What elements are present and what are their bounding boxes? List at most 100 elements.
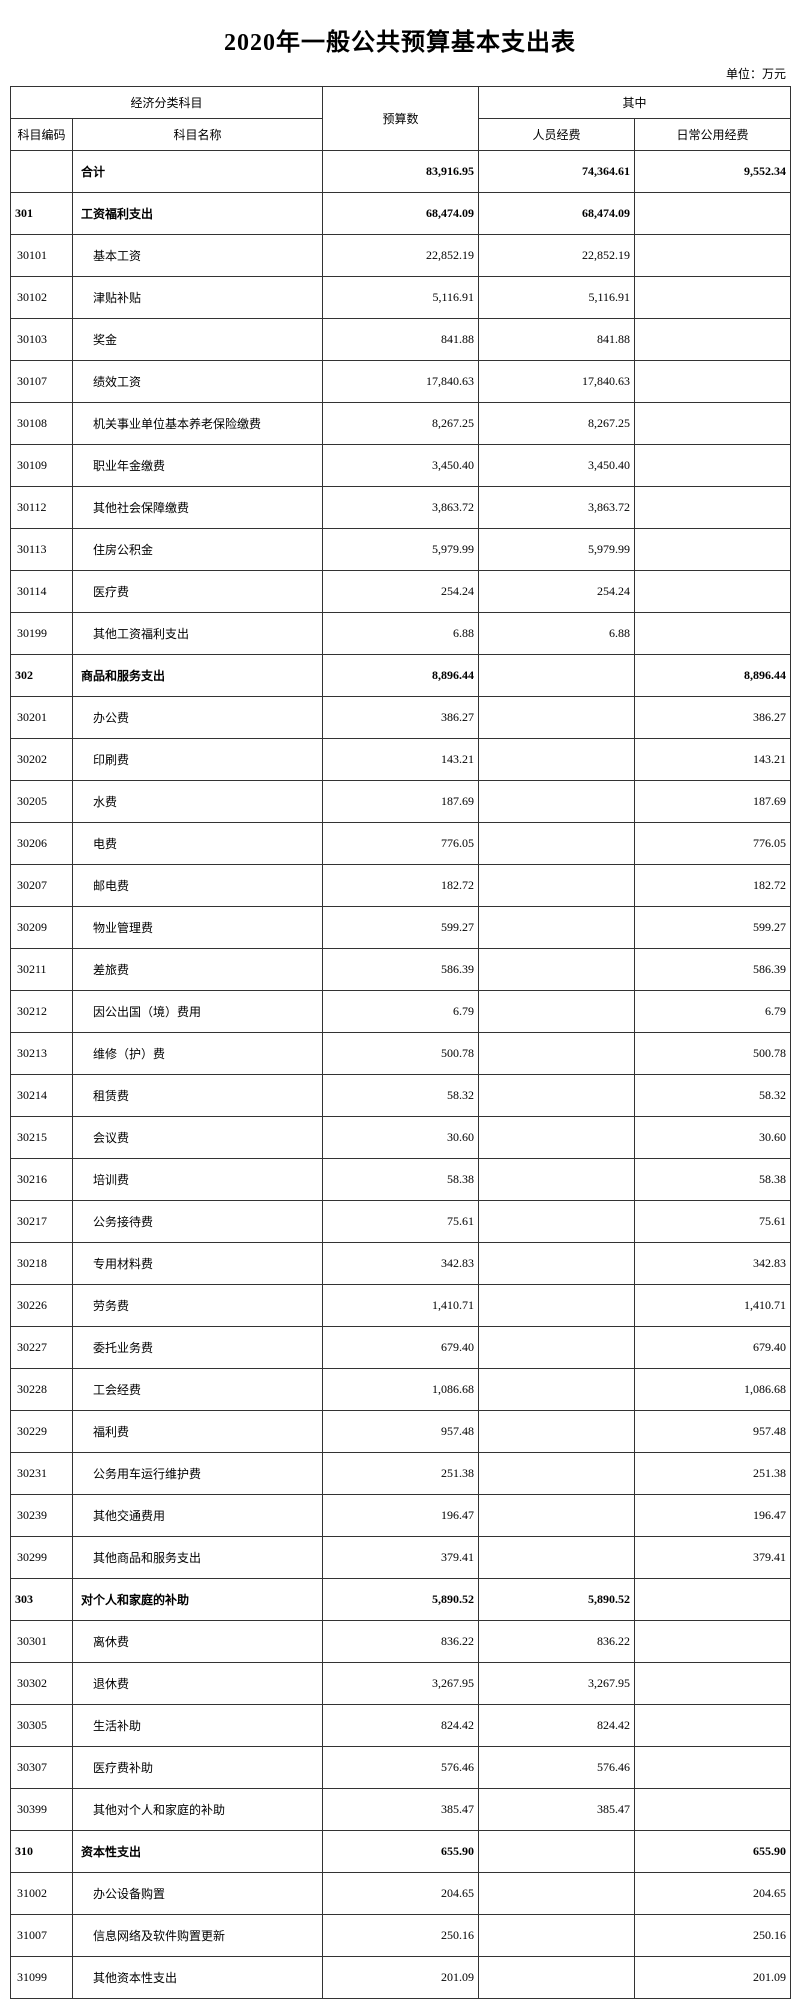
row-name: 维修（护）费 [73,1033,323,1075]
row-daily: 8,896.44 [635,655,791,697]
row-daily: 679.40 [635,1327,791,1369]
row-personnel [479,1831,635,1873]
row-personnel [479,823,635,865]
row-budget: 75.61 [323,1201,479,1243]
row-personnel [479,949,635,991]
row-code: 30108 [11,403,73,445]
row-daily: 386.27 [635,697,791,739]
row-code: 303 [11,1579,73,1621]
row-budget: 5,116.91 [323,277,479,319]
row-budget: 143.21 [323,739,479,781]
row-name: 其他对个人和家庭的补助 [73,1789,323,1831]
row-personnel [479,1957,635,1999]
row-budget: 500.78 [323,1033,479,1075]
row-name: 因公出国（境）费用 [73,991,323,1033]
row-code: 30305 [11,1705,73,1747]
row-name: 委托业务费 [73,1327,323,1369]
row-name: 其他社会保障缴费 [73,487,323,529]
table-row: 30109职业年金缴费3,450.403,450.40 [11,445,791,487]
row-code: 30202 [11,739,73,781]
row-budget: 599.27 [323,907,479,949]
row-budget: 17,840.63 [323,361,479,403]
row-code: 30209 [11,907,73,949]
row-daily: 6.79 [635,991,791,1033]
row-daily [635,319,791,361]
row-personnel: 17,840.63 [479,361,635,403]
row-code: 31007 [11,1915,73,1957]
row-budget: 679.40 [323,1327,479,1369]
table-row: 30229福利费957.48957.48 [11,1411,791,1453]
row-name: 公务接待费 [73,1201,323,1243]
row-daily [635,445,791,487]
row-name: 差旅费 [73,949,323,991]
row-personnel [479,1285,635,1327]
row-code: 30112 [11,487,73,529]
row-daily [635,193,791,235]
row-code: 30228 [11,1369,73,1411]
row-name: 物业管理费 [73,907,323,949]
row-daily: 957.48 [635,1411,791,1453]
row-personnel: 5,979.99 [479,529,635,571]
row-budget: 254.24 [323,571,479,613]
row-name: 电费 [73,823,323,865]
row-code: 30206 [11,823,73,865]
row-budget: 187.69 [323,781,479,823]
row-code: 30307 [11,1747,73,1789]
row-budget: 8,896.44 [323,655,479,697]
row-name: 租赁费 [73,1075,323,1117]
row-budget: 196.47 [323,1495,479,1537]
row-budget: 3,267.95 [323,1663,479,1705]
row-personnel: 385.47 [479,1789,635,1831]
row-name: 生活补助 [73,1705,323,1747]
table-row: 30214租赁费58.3258.32 [11,1075,791,1117]
row-budget: 957.48 [323,1411,479,1453]
table-row: 30101基本工资22,852.1922,852.19 [11,235,791,277]
row-personnel [479,1327,635,1369]
table-row: 31007信息网络及软件购置更新250.16250.16 [11,1915,791,1957]
row-daily [635,529,791,571]
table-row: 30218专用材料费342.83342.83 [11,1243,791,1285]
row-personnel: 8,267.25 [479,403,635,445]
row-daily [635,1579,791,1621]
row-personnel: 5,890.52 [479,1579,635,1621]
row-personnel [479,739,635,781]
row-personnel: 841.88 [479,319,635,361]
row-code: 30218 [11,1243,73,1285]
header-budget: 预算数 [323,87,479,151]
total-name: 合计 [73,151,323,193]
row-budget: 30.60 [323,1117,479,1159]
row-daily: 204.65 [635,1873,791,1915]
table-row: 30227委托业务费679.40679.40 [11,1327,791,1369]
row-daily: 1,086.68 [635,1369,791,1411]
table-row: 30112其他社会保障缴费3,863.723,863.72 [11,487,791,529]
row-daily: 187.69 [635,781,791,823]
header-daily: 日常公用经费 [635,119,791,151]
row-code: 30301 [11,1621,73,1663]
row-name: 机关事业单位基本养老保险缴费 [73,403,323,445]
row-code: 30201 [11,697,73,739]
row-name: 工会经费 [73,1369,323,1411]
row-name: 住房公积金 [73,529,323,571]
row-daily [635,403,791,445]
row-personnel [479,907,635,949]
row-daily: 776.05 [635,823,791,865]
budget-table: 经济分类科目 预算数 其中 科目编码 科目名称 人员经费 日常公用经费 合计 8… [10,86,791,1999]
row-daily: 250.16 [635,1915,791,1957]
row-personnel [479,1369,635,1411]
row-budget: 386.27 [323,697,479,739]
row-personnel [479,1033,635,1075]
row-code: 30399 [11,1789,73,1831]
table-row: 30209物业管理费599.27599.27 [11,907,791,949]
row-personnel [479,697,635,739]
category-row: 302商品和服务支出8,896.448,896.44 [11,655,791,697]
row-budget: 5,979.99 [323,529,479,571]
header-econ-group: 经济分类科目 [11,87,323,119]
row-code: 30103 [11,319,73,361]
table-row: 30201办公费386.27386.27 [11,697,791,739]
table-row: 30299其他商品和服务支出379.41379.41 [11,1537,791,1579]
row-name: 绩效工资 [73,361,323,403]
row-budget: 6.88 [323,613,479,655]
row-name: 劳务费 [73,1285,323,1327]
row-daily [635,571,791,613]
row-code: 30212 [11,991,73,1033]
